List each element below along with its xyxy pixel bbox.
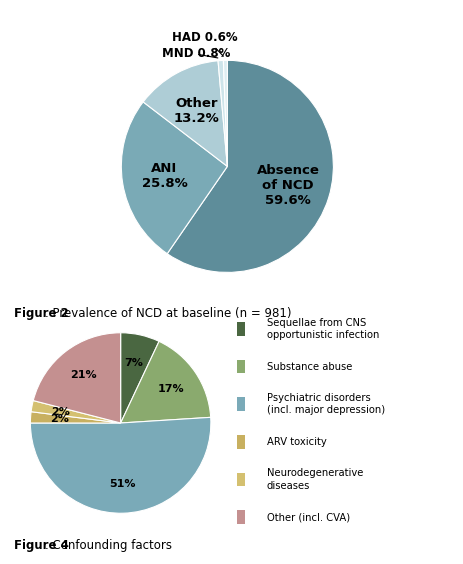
Text: Substance abuse: Substance abuse [266, 362, 351, 372]
Bar [236, 360, 244, 373]
Text: 17%: 17% [158, 384, 184, 394]
Text: Neurodegenerative
diseases: Neurodegenerative diseases [266, 468, 363, 491]
Wedge shape [120, 333, 159, 423]
Text: Figure 4: Figure 4 [14, 539, 69, 552]
Wedge shape [143, 61, 227, 166]
Text: 2%: 2% [51, 407, 69, 416]
Wedge shape [33, 333, 120, 423]
Wedge shape [121, 102, 227, 254]
Text: Other
13.2%: Other 13.2% [174, 96, 219, 125]
Wedge shape [223, 60, 227, 166]
Text: Figure 2: Figure 2 [14, 307, 69, 320]
Text: . Prevalence of NCD at baseline (n = 981): . Prevalence of NCD at baseline (n = 981… [45, 307, 291, 320]
Text: 21%: 21% [69, 369, 96, 380]
Wedge shape [31, 417, 210, 513]
Wedge shape [218, 60, 227, 166]
Wedge shape [31, 400, 120, 423]
Text: . Confounding factors: . Confounding factors [45, 539, 172, 552]
Text: ANI
25.8%: ANI 25.8% [141, 162, 187, 190]
Text: 51%: 51% [109, 479, 136, 490]
Wedge shape [167, 60, 333, 272]
Bar [236, 435, 244, 448]
Wedge shape [120, 341, 210, 423]
Text: Other (incl. CVA): Other (incl. CVA) [266, 512, 349, 522]
Text: ARV toxicity: ARV toxicity [266, 437, 326, 447]
Text: 7%: 7% [125, 358, 143, 368]
Bar [236, 510, 244, 524]
Wedge shape [31, 412, 120, 423]
Text: Sequellae from CNS
opportunistic infection: Sequellae from CNS opportunistic infecti… [266, 318, 378, 340]
Text: MND 0.8%: MND 0.8% [161, 47, 230, 60]
Bar [236, 473, 244, 486]
Text: HAD 0.6%: HAD 0.6% [172, 30, 238, 56]
Text: 2%: 2% [50, 414, 69, 424]
Text: Psychiatric disorders
(incl. major depression): Psychiatric disorders (incl. major depre… [266, 393, 384, 416]
Bar [236, 322, 244, 336]
Text: Absence
of NCD
59.6%: Absence of NCD 59.6% [256, 164, 319, 207]
Bar [236, 398, 244, 411]
